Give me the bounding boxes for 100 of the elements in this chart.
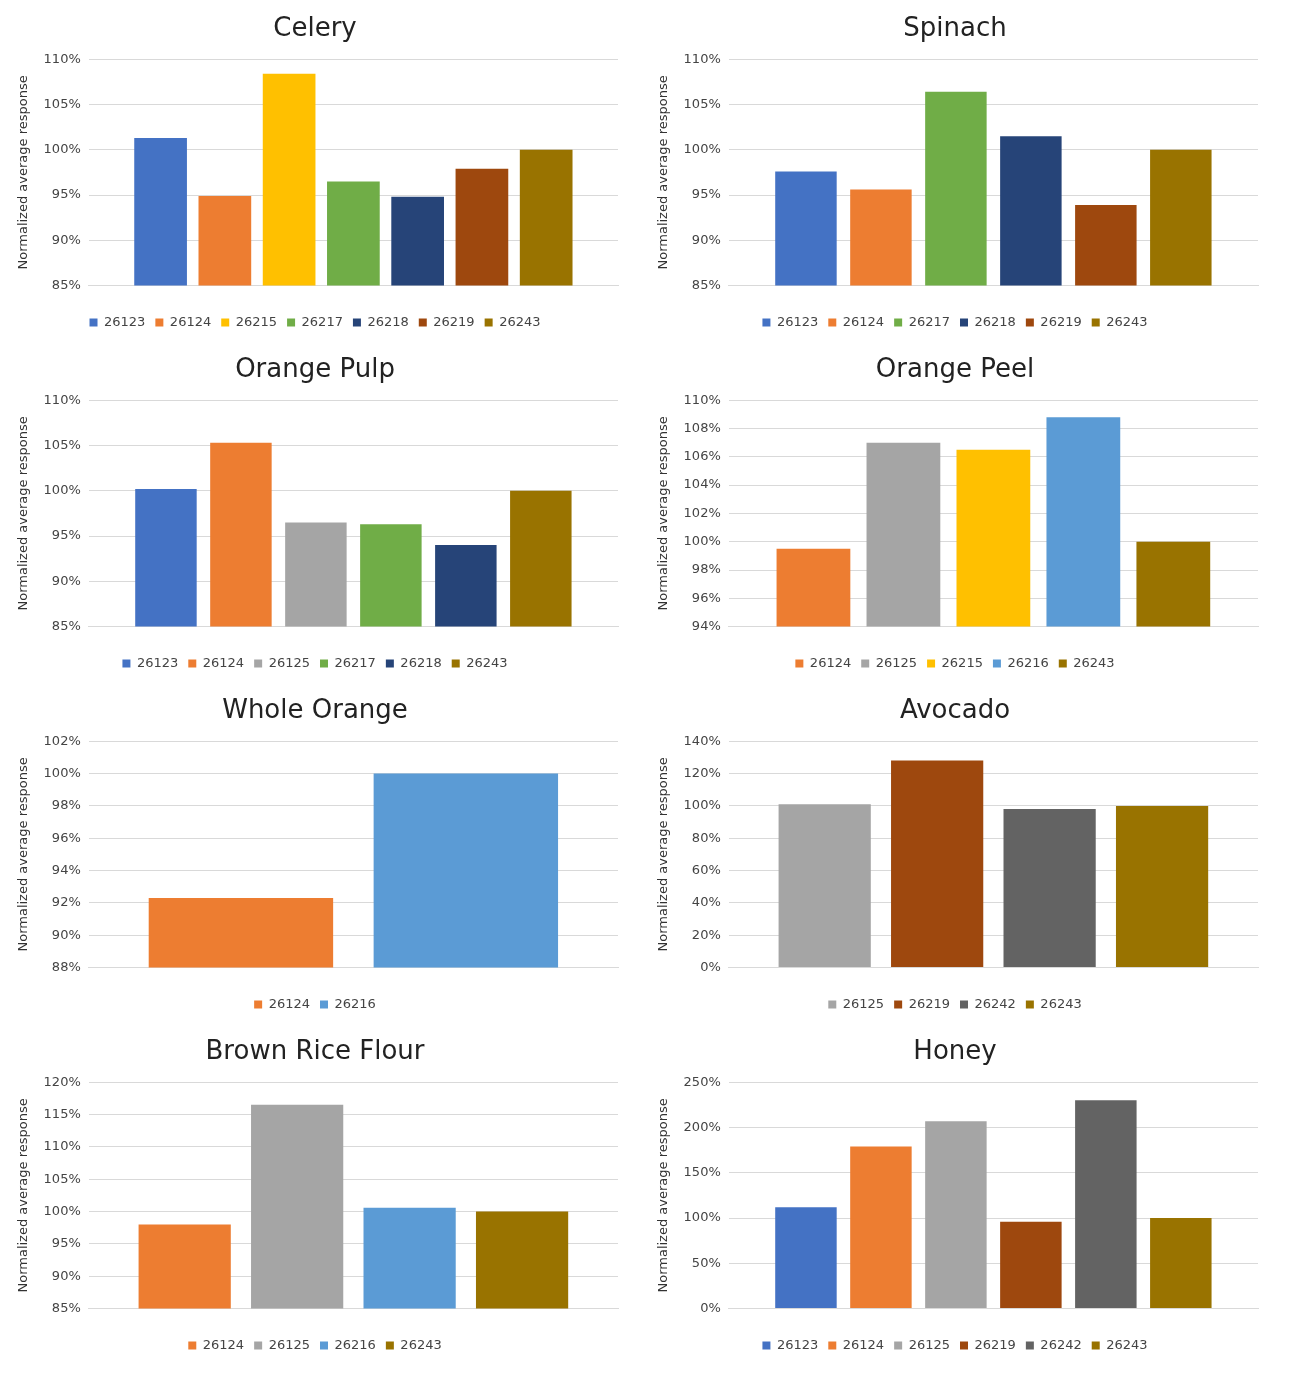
y-tick-label: 110% bbox=[43, 391, 81, 407]
chart-title: Honey bbox=[913, 1035, 997, 1066]
legend-label: 26215 bbox=[941, 654, 983, 670]
legend-label: 26215 bbox=[235, 313, 278, 329]
y-tick-label: 20% bbox=[691, 926, 721, 942]
y-tick-label: 95% bbox=[51, 186, 81, 202]
legend-label: 26217 bbox=[908, 313, 950, 329]
y-tick-label: 90% bbox=[691, 231, 721, 247]
y-tick-label: 0% bbox=[700, 1299, 721, 1315]
y-tick-label: 110% bbox=[683, 50, 721, 66]
chart-title: Avocado bbox=[899, 694, 1011, 725]
y-tick-label: 50% bbox=[691, 1254, 721, 1270]
legend-label: 26124 bbox=[842, 1336, 885, 1352]
y-tick-label: 85% bbox=[51, 276, 81, 292]
y-tick-label: 85% bbox=[51, 1299, 81, 1315]
legend-label: 26125 bbox=[268, 1336, 310, 1352]
bar bbox=[1003, 809, 1096, 968]
y-tick-label: 98% bbox=[51, 797, 81, 813]
legend-label: 26124 bbox=[202, 1336, 245, 1352]
y-tick-label: 102% bbox=[683, 504, 721, 520]
y-tick-label: 100% bbox=[683, 797, 721, 813]
y-tick-label: 96% bbox=[51, 829, 81, 845]
legend-label: 26219 bbox=[974, 1336, 1016, 1352]
y-tick-label: 100% bbox=[683, 533, 721, 549]
legend-label: 26243 bbox=[1040, 995, 1082, 1011]
y-tick-label: 110% bbox=[43, 50, 81, 66]
chart-title: Orange Pulp bbox=[235, 353, 395, 384]
y-tick-label: 105% bbox=[43, 1170, 81, 1186]
chart-title: Celery bbox=[273, 12, 357, 43]
legend-label: 26125 bbox=[908, 1336, 950, 1352]
y-tick-label: 108% bbox=[683, 419, 721, 435]
bar bbox=[1150, 1218, 1212, 1309]
bar bbox=[850, 1146, 912, 1309]
y-tick-label: 0% bbox=[700, 958, 721, 974]
y-axis-title: Normalized average response bbox=[15, 75, 31, 270]
legend-label: 26243 bbox=[466, 654, 508, 670]
y-tick-label: 105% bbox=[43, 95, 81, 111]
y-tick-label: 96% bbox=[691, 589, 721, 605]
y-tick-label: 105% bbox=[683, 95, 721, 111]
y-tick-label: 100% bbox=[683, 1209, 721, 1225]
y-tick-label: 94% bbox=[691, 617, 721, 633]
y-axis-title: Normalized average response bbox=[655, 1098, 671, 1293]
y-axis-title: Normalized average response bbox=[655, 757, 671, 952]
y-tick-label: 200% bbox=[683, 1118, 721, 1134]
legend-label: 26125 bbox=[268, 654, 310, 670]
y-tick-label: 110% bbox=[43, 1138, 81, 1154]
y-tick-label: 98% bbox=[691, 561, 721, 577]
y-tick-label: 95% bbox=[51, 1235, 81, 1251]
bar bbox=[1075, 1100, 1137, 1309]
y-tick-label: 110% bbox=[683, 391, 721, 407]
y-tick-label: 115% bbox=[43, 1105, 81, 1121]
y-tick-label: 60% bbox=[691, 861, 721, 877]
y-tick-label: 100% bbox=[43, 764, 81, 780]
y-tick-label: 94% bbox=[51, 861, 81, 877]
legend-label: 26123 bbox=[776, 1336, 819, 1352]
chart-title: Brown Rice Flour bbox=[205, 1035, 425, 1066]
legend-label: 26242 bbox=[974, 995, 1016, 1011]
legend-label: 26219 bbox=[1040, 313, 1082, 329]
y-tick-label: 120% bbox=[43, 1073, 81, 1089]
y-tick-label: 102% bbox=[43, 732, 81, 748]
bar bbox=[1115, 805, 1209, 968]
y-tick-label: 104% bbox=[683, 476, 721, 492]
legend-label: 26123 bbox=[104, 313, 146, 329]
legend-label: 26216 bbox=[334, 995, 376, 1011]
y-tick-label: 100% bbox=[683, 141, 721, 157]
legend-label: 26124 bbox=[268, 995, 310, 1011]
y-tick-label: 40% bbox=[691, 894, 721, 910]
bar bbox=[925, 1121, 987, 1309]
y-tick-label: 100% bbox=[43, 1202, 81, 1218]
legend-label: 26218 bbox=[974, 313, 1016, 329]
legend-label: 26243 bbox=[1106, 313, 1148, 329]
y-tick-label: 90% bbox=[51, 572, 81, 588]
legend-label: 26125 bbox=[875, 654, 918, 670]
y-tick-label: 100% bbox=[43, 141, 81, 157]
y-tick-label: 92% bbox=[51, 894, 81, 910]
y-tick-label: 85% bbox=[691, 276, 721, 292]
y-tick-label: 120% bbox=[683, 764, 721, 780]
y-tick-label: 85% bbox=[51, 617, 81, 633]
y-axis-title: Normalized average response bbox=[15, 1098, 31, 1293]
y-tick-label: 95% bbox=[691, 186, 721, 202]
legend-label: 26243 bbox=[1106, 1336, 1148, 1352]
y-tick-label: 90% bbox=[51, 1267, 81, 1283]
legend-label: 26218 bbox=[400, 654, 442, 670]
y-tick-label: 88% bbox=[51, 958, 81, 974]
y-tick-label: 140% bbox=[683, 732, 721, 748]
y-tick-label: 105% bbox=[43, 436, 81, 452]
bar bbox=[891, 760, 984, 968]
chart-title: Spinach bbox=[903, 12, 1007, 43]
y-tick-label: 250% bbox=[683, 1073, 721, 1089]
y-axis-title: Normalized average response bbox=[15, 416, 31, 611]
legend-label: 26125 bbox=[842, 995, 885, 1011]
legend-label: 26217 bbox=[301, 313, 343, 329]
legend-label: 26243 bbox=[400, 1336, 442, 1352]
legend-label: 26124 bbox=[842, 313, 885, 329]
legend-label: 26219 bbox=[433, 313, 475, 329]
y-tick-label: 95% bbox=[51, 527, 81, 543]
y-tick-label: 150% bbox=[683, 1164, 721, 1180]
legend-label: 26219 bbox=[908, 995, 950, 1011]
bar bbox=[778, 804, 871, 968]
legend-label: 26123 bbox=[136, 654, 179, 670]
